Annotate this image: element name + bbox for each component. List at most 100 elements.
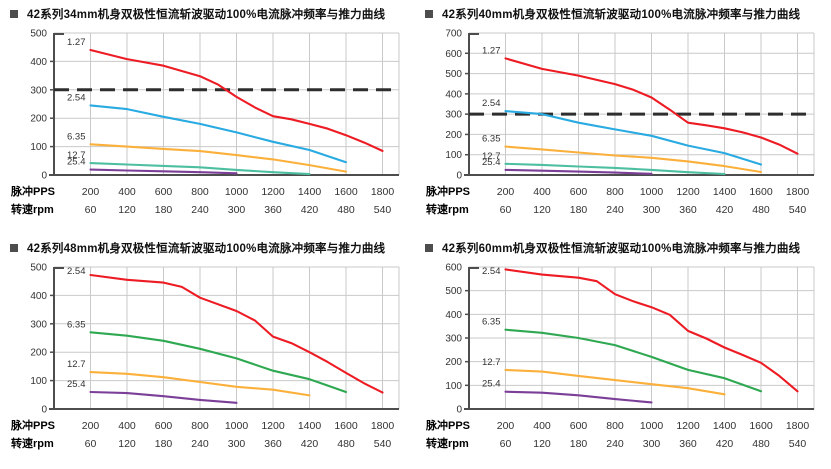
y-tick-label: 100 bbox=[30, 142, 47, 153]
x-axis-name-rpm: 转速rpm bbox=[11, 202, 54, 216]
x-tick-label-rpm: 300 bbox=[643, 204, 661, 216]
square-bullet-icon bbox=[425, 244, 433, 252]
y-tick-label: 200 bbox=[30, 114, 47, 125]
x-tick-label-pps: 1000 bbox=[225, 186, 249, 198]
series-label-2-54: 2.54 bbox=[67, 266, 86, 277]
x-tick-label-pps: 1000 bbox=[225, 420, 249, 432]
y-tick-label: 300 bbox=[445, 110, 462, 121]
series-label-12-7: 12.7 bbox=[67, 359, 86, 370]
x-tick-label-rpm: 300 bbox=[228, 204, 246, 216]
series-label-6-35: 6.35 bbox=[67, 319, 86, 330]
series-line-25-4 bbox=[89, 390, 238, 404]
x-tick-label-pps: 600 bbox=[155, 420, 173, 432]
x-tick-label-rpm: 540 bbox=[374, 204, 392, 216]
x-axis-name-pps: 脉冲PPS bbox=[10, 184, 55, 198]
chart-title-row: 42系列60mm机身双极性恒流斩波驱动100%电流脉冲频率与推力曲线 bbox=[425, 240, 829, 256]
series-line-6-35 bbox=[89, 331, 348, 394]
x-tick-label-rpm: 180 bbox=[570, 438, 588, 450]
series-label-6-35: 6.35 bbox=[67, 131, 86, 142]
series-label-2-54: 2.54 bbox=[482, 98, 501, 109]
y-tick-label: 100 bbox=[445, 381, 462, 392]
x-tick-label-rpm: 60 bbox=[85, 204, 97, 216]
series-line-25-4 bbox=[89, 168, 238, 175]
chart-title: 42系列48mm机身双极性恒流斩波驱动100%电流脉冲频率与推力曲线 bbox=[27, 243, 386, 255]
x-tick-label-rpm: 180 bbox=[570, 204, 588, 216]
x-tick-label-rpm: 60 bbox=[85, 438, 97, 450]
thrust-curve-chart-60mm: 0 100 200 300 400 500 600 2.54 6.35 12.7 25.4 脉冲PPS… bbox=[425, 263, 815, 450]
x-tick-label-pps: 600 bbox=[570, 186, 588, 198]
x-tick-label-pps: 800 bbox=[606, 420, 624, 432]
square-bullet-icon bbox=[10, 244, 18, 252]
x-tick-label-rpm: 300 bbox=[643, 438, 661, 450]
square-bullet-icon bbox=[10, 10, 18, 18]
y-tick-label: 500 bbox=[30, 263, 47, 274]
x-tick-label-rpm: 60 bbox=[500, 204, 512, 216]
chart-title: 42系列60mm机身双极性恒流斩波驱动100%电流脉冲频率与推力曲线 bbox=[442, 243, 801, 255]
series-line-12-7 bbox=[89, 162, 311, 176]
y-tick-label: 400 bbox=[445, 89, 462, 100]
x-tick-label-rpm: 420 bbox=[301, 438, 319, 450]
x-tick-label-pps: 200 bbox=[497, 186, 515, 198]
series-line-25-4 bbox=[504, 390, 653, 404]
x-tick-label-pps: 400 bbox=[118, 420, 136, 432]
x-tick-label-rpm: 360 bbox=[679, 204, 697, 216]
x-tick-label-pps: 1200 bbox=[261, 186, 285, 198]
x-tick-label-pps: 600 bbox=[155, 186, 173, 198]
x-tick-label-rpm: 360 bbox=[679, 438, 697, 450]
x-tick-label-pps: 1400 bbox=[298, 186, 322, 198]
series-label-25-4: 25.4 bbox=[482, 157, 501, 168]
x-tick-label-pps: 400 bbox=[118, 186, 136, 198]
x-tick-label-pps: 800 bbox=[191, 186, 209, 198]
series-label-1-27: 1.27 bbox=[482, 45, 501, 56]
series-label-1-27: 1.27 bbox=[67, 37, 86, 48]
series-line-12-7 bbox=[89, 371, 311, 397]
series-line-1-27 bbox=[504, 57, 799, 155]
x-tick-label-rpm: 240 bbox=[606, 204, 624, 216]
x-tick-label-rpm: 420 bbox=[716, 204, 734, 216]
series-label-12-7: 12.7 bbox=[482, 357, 501, 368]
chart-panel-40mm: 42系列40mm机身双极性恒流斩波驱动100%电流脉冲频率与推力曲线 0 100 2… bbox=[415, 0, 831, 234]
y-tick-label: 200 bbox=[445, 130, 462, 141]
x-tick-label-rpm: 180 bbox=[155, 204, 173, 216]
x-tick-label-pps: 400 bbox=[533, 186, 551, 198]
x-tick-label-pps: 200 bbox=[497, 420, 515, 432]
series-line-6-35 bbox=[89, 143, 348, 173]
chart-title-row: 42系列48mm机身双极性恒流斩波驱动100%电流脉冲频率与推力曲线 bbox=[10, 240, 413, 256]
x-tick-label-rpm: 120 bbox=[533, 438, 551, 450]
x-tick-label-pps: 1000 bbox=[640, 420, 664, 432]
series-label-2-54: 2.54 bbox=[67, 92, 86, 103]
y-tick-label: 400 bbox=[445, 310, 462, 321]
x-tick-label-pps: 600 bbox=[570, 420, 588, 432]
x-tick-label-pps: 1400 bbox=[713, 420, 737, 432]
x-tick-label-rpm: 420 bbox=[716, 438, 734, 450]
series-line-12-7 bbox=[504, 368, 726, 396]
x-tick-label-pps: 1600 bbox=[334, 420, 358, 432]
series-line-2-54 bbox=[89, 104, 348, 164]
x-tick-label-rpm: 420 bbox=[301, 204, 319, 216]
series-label-12-7: 12.7 bbox=[482, 151, 501, 162]
series-line-1-27 bbox=[89, 48, 384, 152]
x-tick-label-pps: 1200 bbox=[261, 420, 285, 432]
chart-title: 42系列40mm机身双极性恒流斩波驱动100%电流脉冲频率与推力曲线 bbox=[442, 9, 801, 21]
y-tick-label: 500 bbox=[445, 69, 462, 80]
y-tick-label: 500 bbox=[30, 29, 47, 40]
x-tick-label-pps: 1600 bbox=[749, 420, 773, 432]
x-tick-label-pps: 200 bbox=[82, 186, 100, 198]
x-tick-label-pps: 1800 bbox=[371, 186, 395, 198]
y-tick-label: 300 bbox=[445, 334, 462, 345]
x-tick-label-rpm: 480 bbox=[752, 204, 770, 216]
x-tick-label-pps: 1200 bbox=[676, 420, 700, 432]
y-tick-label: 0 bbox=[41, 171, 47, 182]
chart-title: 42系列34mm机身双极性恒流斩波驱动100%电流脉冲频率与推力曲线 bbox=[27, 9, 386, 21]
x-tick-label-pps: 200 bbox=[82, 420, 100, 432]
x-tick-label-rpm: 360 bbox=[264, 438, 282, 450]
x-tick-label-rpm: 180 bbox=[155, 438, 173, 450]
chart-title-row: 42系列40mm机身双极性恒流斩波驱动100%电流脉冲频率与推力曲线 bbox=[425, 6, 829, 22]
y-tick-label: 300 bbox=[30, 85, 47, 96]
chart-panel-48mm: 42系列48mm机身双极性恒流斩波驱动100%电流脉冲频率与推力曲线 0 100 2… bbox=[0, 234, 415, 469]
series-label-12-7: 12.7 bbox=[67, 150, 86, 161]
series-line-2-54 bbox=[504, 268, 799, 393]
y-tick-label: 400 bbox=[30, 57, 47, 68]
x-tick-label-pps: 1400 bbox=[713, 186, 737, 198]
